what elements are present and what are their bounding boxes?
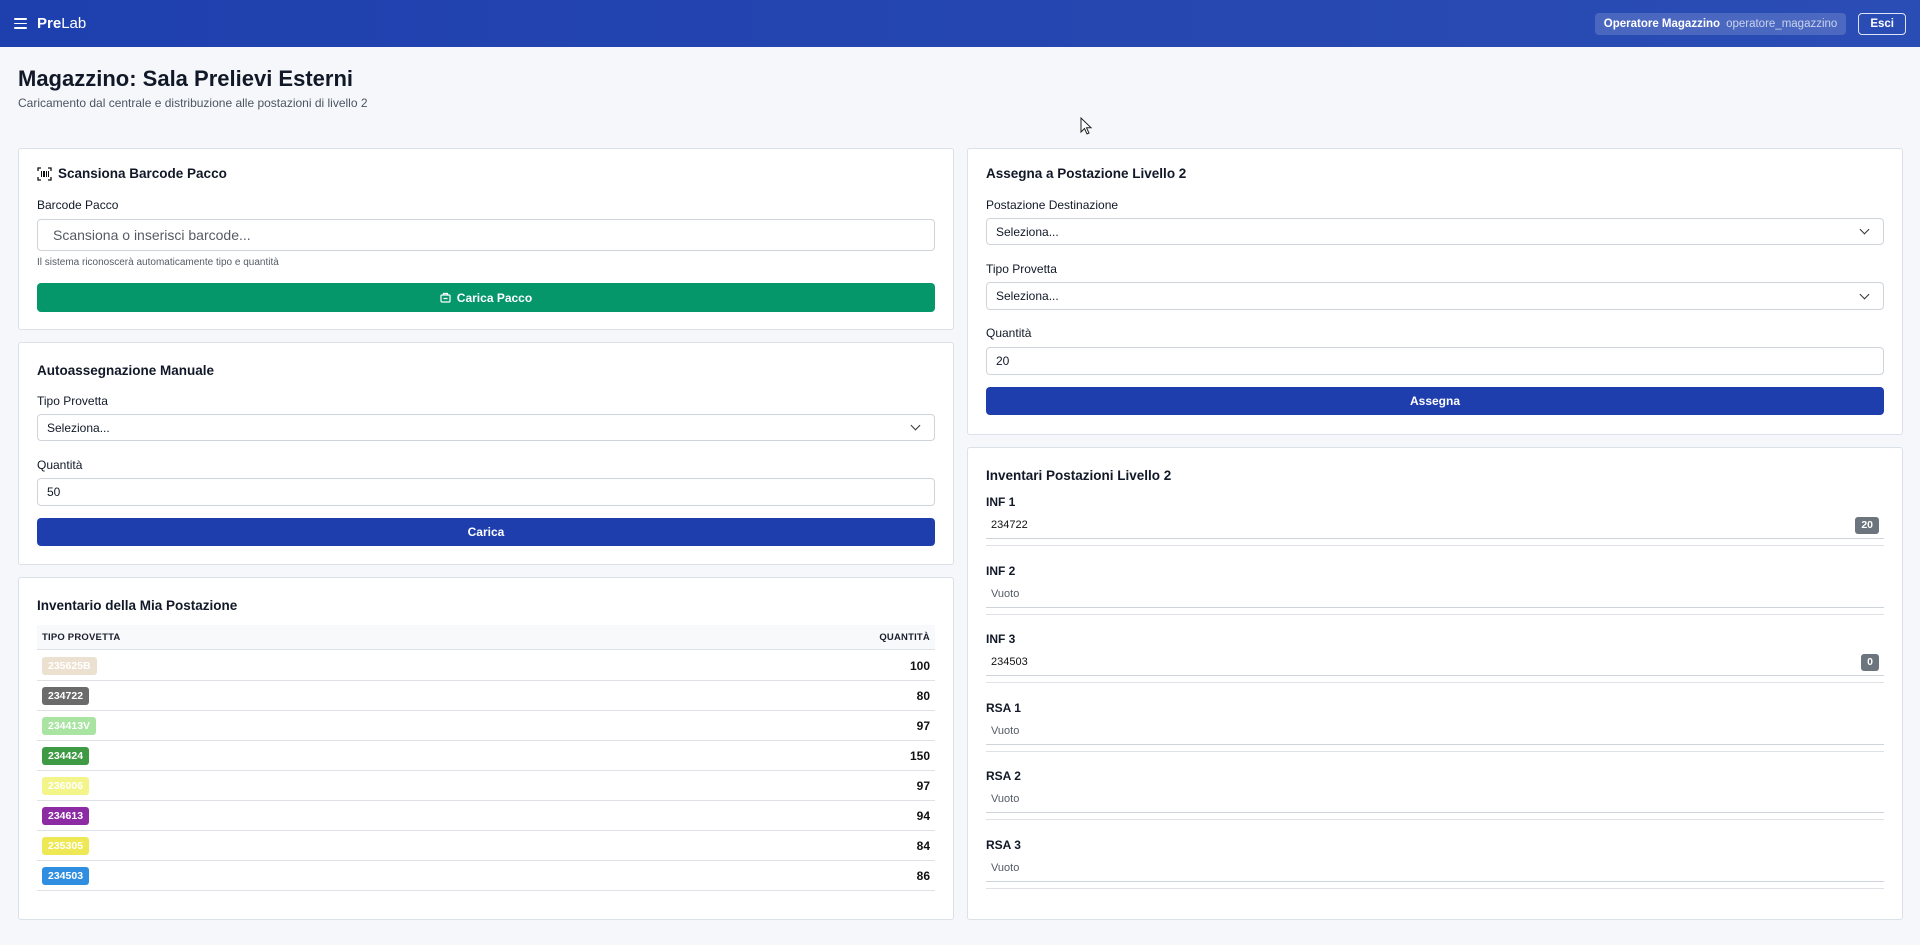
- inventory-row: 236006 97: [37, 771, 935, 801]
- inventory-row: 234413V 97: [37, 711, 935, 741]
- tube-type-badge: 235625B: [42, 656, 97, 675]
- menu-icon[interactable]: [14, 18, 27, 29]
- station-name: RSA 1: [986, 700, 1021, 715]
- station-item-row: Vuoto: [986, 718, 1884, 745]
- inventory-row: 234424 150: [37, 741, 935, 771]
- stations-inventory-card: Inventari Postazioni Livello 2 INF 1 2347…: [967, 447, 1903, 920]
- chevron-down-icon: [1859, 289, 1870, 299]
- col-type-header: TIPO PROVETTA: [42, 631, 121, 643]
- stations-card-title: Inventari Postazioni Livello 2: [986, 468, 1172, 483]
- dest-label: Postazione Destinazione: [986, 198, 1119, 212]
- station-item-row: 234722 20: [986, 512, 1884, 539]
- barcode-help-text: Il sistema riconoscerà automaticamente t…: [37, 257, 279, 268]
- station-divider: [986, 750, 1884, 752]
- tube-quantity: 100: [909, 658, 930, 673]
- tube-quantity: 97: [916, 718, 930, 733]
- mouse-cursor-icon: [1080, 117, 1092, 135]
- station-item-row: Vuoto: [986, 855, 1884, 882]
- assign-button[interactable]: Assegna: [986, 387, 1884, 415]
- destination-select[interactable]: Seleziona...: [986, 218, 1884, 245]
- manual-qty-input[interactable]: 50: [37, 478, 935, 506]
- station-count-badge: 20: [1855, 516, 1879, 534]
- chevron-down-icon: [1859, 224, 1870, 235]
- scan-card-title: Scansiona Barcode Pacco: [37, 166, 227, 181]
- station-count-badge: 0: [1861, 653, 1879, 671]
- station-item-row: Vuoto: [986, 786, 1884, 813]
- station-item: Vuoto: [991, 724, 1020, 737]
- station-item: Vuoto: [991, 587, 1020, 600]
- tube-type-badge: 234424: [42, 746, 90, 765]
- inventory-row: 235305 84: [37, 831, 935, 861]
- inventory-table-header: TIPO PROVETTA QUANTITÀ: [37, 625, 935, 650]
- station-name: RSA 3: [986, 837, 1021, 852]
- station-item: 234503: [991, 656, 1028, 668]
- load-package-button[interactable]: Carica Pacco: [37, 283, 935, 312]
- assign-qty-label: Quantità: [986, 326, 1032, 340]
- station-item-row: Vuoto: [986, 581, 1884, 608]
- inventory-row: 234722 80: [37, 681, 935, 711]
- user-login: operatore_magazzino: [1726, 17, 1838, 30]
- inventory-row: 235625B 100: [37, 651, 935, 681]
- barcode-label: Barcode Pacco: [37, 198, 119, 212]
- manual-type-label: Tipo Provetta: [37, 394, 108, 408]
- station-item: Vuoto: [991, 861, 1020, 874]
- station-item-row: 234503 0: [986, 649, 1884, 676]
- tube-type-badge: 234613: [42, 806, 90, 825]
- station-divider: [986, 682, 1884, 683]
- station-divider: [986, 545, 1884, 546]
- station-item: Vuoto: [991, 793, 1020, 805]
- tube-quantity: 84: [916, 838, 930, 853]
- page-title: Magazzino: Sala Prelievi Esterni: [18, 66, 354, 91]
- assign-station-card: Assegna a Postazione Livello 2 Postazion…: [967, 148, 1903, 435]
- package-icon: [440, 292, 451, 303]
- assign-card-title: Assegna a Postazione Livello 2: [986, 166, 1187, 181]
- tube-type-badge: 234413V: [42, 716, 97, 735]
- station-divider: [986, 887, 1884, 889]
- user-name: Operatore Magazzino: [1603, 17, 1721, 30]
- page-subtitle: Caricamento dal centrale e distribuzione…: [18, 96, 368, 110]
- tube-type-badge: 236006: [42, 776, 90, 795]
- user-badge: Operatore Magazzino operatore_magazzino: [1594, 12, 1847, 35]
- inventory-row: 234503 86: [37, 861, 935, 891]
- my-inventory-title: Inventario della Mia Postazione: [37, 598, 238, 613]
- barcode-input[interactable]: Scansiona o inserisci barcode...: [37, 219, 935, 251]
- assign-type-label: Tipo Provetta: [986, 262, 1057, 276]
- manual-assign-card: Autoassegnazione Manuale Tipo Provetta S…: [18, 342, 954, 565]
- manual-qty-label: Quantità: [37, 458, 83, 472]
- tube-quantity: 86: [916, 868, 930, 883]
- tube-type-badge: 234722: [42, 686, 90, 705]
- station-divider: [986, 613, 1884, 615]
- logout-button[interactable]: Esci: [1858, 12, 1906, 35]
- tube-type-badge: 235305: [42, 836, 90, 855]
- scan-barcode-card: Scansiona Barcode Pacco Barcode Pacco Sc…: [18, 148, 954, 330]
- tube-quantity: 80: [916, 688, 930, 703]
- tube-quantity: 150: [909, 748, 930, 763]
- station-name: INF 2: [986, 563, 1016, 578]
- tube-quantity: 94: [916, 808, 930, 823]
- my-inventory-card: Inventario della Mia Postazione TIPO PRO…: [18, 577, 954, 920]
- top-navbar: PreLab Operatore Magazzino operatore_mag…: [0, 0, 1920, 47]
- station-name: INF 1: [986, 495, 1016, 509]
- station-divider: [986, 819, 1884, 820]
- chevron-down-icon: [910, 420, 921, 431]
- station-item: 234722: [991, 519, 1028, 531]
- inventory-row: 234613 94: [37, 801, 935, 831]
- manual-card-title: Autoassegnazione Manuale: [37, 363, 215, 378]
- manual-type-select[interactable]: Seleziona...: [37, 414, 935, 441]
- brand-logo[interactable]: PreLab: [37, 15, 87, 32]
- barcode-icon: [37, 166, 52, 181]
- col-qty-header: QUANTITÀ: [879, 631, 930, 643]
- station-name: RSA 2: [986, 769, 1021, 783]
- station-name: INF 3: [986, 632, 1016, 646]
- tube-quantity: 97: [916, 778, 930, 793]
- load-button[interactable]: Carica: [37, 518, 935, 546]
- assign-type-select[interactable]: Seleziona...: [986, 282, 1884, 310]
- assign-qty-input[interactable]: 20: [986, 347, 1884, 375]
- tube-type-badge: 234503: [42, 866, 90, 885]
